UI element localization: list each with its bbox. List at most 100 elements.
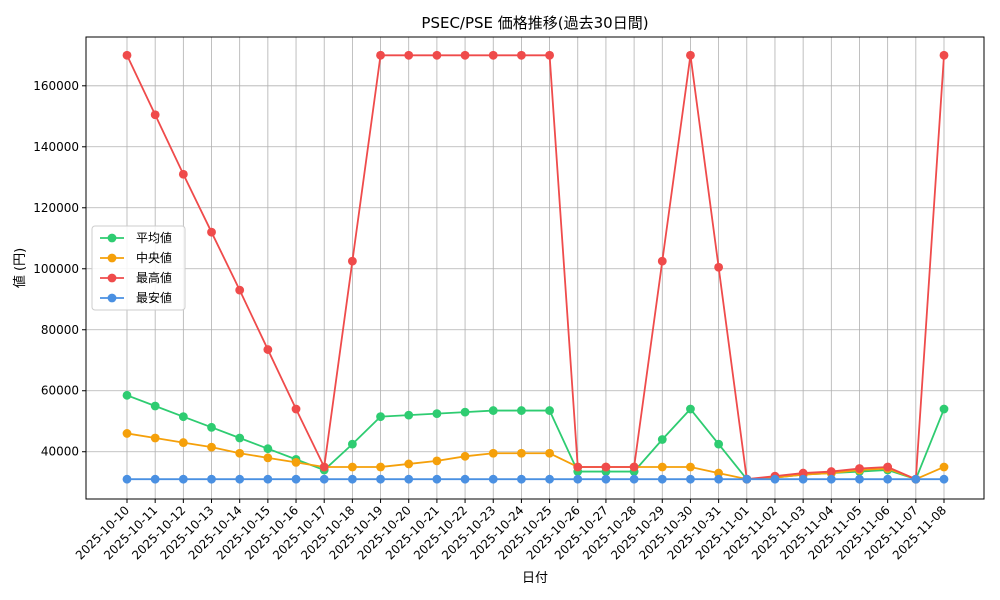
data-point <box>601 462 611 472</box>
data-point <box>178 169 188 179</box>
y-tick-label: 140000 <box>33 140 79 154</box>
data-point <box>207 422 216 432</box>
data-point <box>376 474 385 484</box>
data-point <box>657 474 667 484</box>
data-point <box>657 462 667 472</box>
data-point <box>291 404 301 414</box>
plot-frame <box>85 36 985 500</box>
data-point <box>122 429 132 438</box>
data-point <box>347 462 357 472</box>
data-point <box>460 474 470 484</box>
data-point <box>235 433 245 443</box>
series-2 <box>122 50 949 484</box>
data-point <box>432 456 442 466</box>
data-point <box>291 458 301 467</box>
y-tick-label: 40000 <box>41 445 79 459</box>
data-point <box>545 406 554 415</box>
series-line <box>126 394 945 481</box>
y-tick-label: 60000 <box>41 384 79 398</box>
data-point <box>178 474 188 484</box>
data-point <box>263 345 273 354</box>
data-point <box>855 464 864 473</box>
series-line <box>126 54 945 481</box>
data-point <box>488 50 498 60</box>
data-point <box>939 462 949 472</box>
data-point <box>657 435 667 444</box>
data-point <box>517 50 526 60</box>
legend-box <box>91 225 186 311</box>
data-point <box>207 227 216 237</box>
data-point <box>855 474 864 484</box>
y-tick-label: 160000 <box>33 79 79 93</box>
data-point <box>432 409 442 419</box>
series-0 <box>122 390 949 484</box>
data-point <box>911 474 921 484</box>
series-3 <box>122 474 949 484</box>
y-tick-label: 100000 <box>33 262 79 276</box>
y-tick-label: 80000 <box>41 323 79 337</box>
data-point <box>122 50 132 60</box>
data-point <box>376 412 385 422</box>
data-point <box>122 474 132 484</box>
data-point <box>207 442 216 452</box>
data-point <box>573 474 583 484</box>
data-point <box>235 285 245 295</box>
data-point <box>150 474 160 484</box>
data-point <box>517 406 526 415</box>
data-point <box>235 474 245 484</box>
x-axis-ticks: 2025-10-102025-10-112025-10-122025-10-13… <box>73 499 949 562</box>
data-point <box>207 474 216 484</box>
data-point <box>376 50 385 60</box>
data-point <box>263 474 273 484</box>
data-point <box>150 433 160 443</box>
legend-entry: 中央値 <box>136 250 172 265</box>
data-point <box>347 256 357 266</box>
data-point <box>235 448 245 458</box>
data-point <box>826 474 836 484</box>
y-axis-label: 値 (円) <box>12 248 28 288</box>
x-axis-label: 日付 <box>522 571 548 586</box>
data-point <box>319 462 329 472</box>
data-point <box>545 448 554 458</box>
data-point <box>883 474 893 484</box>
data-point <box>404 50 414 60</box>
data-point <box>263 453 273 463</box>
series-line <box>126 432 945 481</box>
data-point <box>150 110 160 120</box>
data-point <box>686 50 695 60</box>
data-point <box>460 407 470 417</box>
data-point <box>686 474 695 484</box>
data-point <box>826 467 836 476</box>
data-point <box>714 468 724 478</box>
data-point <box>714 474 724 484</box>
data-point <box>460 50 470 60</box>
data-point <box>601 474 611 484</box>
data-point <box>404 459 414 469</box>
data-point <box>629 462 639 472</box>
data-point <box>150 401 160 411</box>
y-axis-ticks: 40000 60000 80000 100000 120000 140000 160000 <box>33 79 86 459</box>
data-point <box>686 462 695 472</box>
legend-entry: 最高値 <box>136 270 172 285</box>
data-point <box>460 451 470 461</box>
legend-marker <box>107 273 117 283</box>
data-point <box>742 474 752 484</box>
data-point <box>798 474 808 484</box>
chart-title: PSEC/PSE 価格推移(過去30日間) <box>421 14 648 32</box>
data-point <box>714 262 724 272</box>
data-point <box>488 448 498 458</box>
data-point <box>798 468 808 478</box>
data-point <box>263 444 273 454</box>
legend-marker <box>107 253 117 263</box>
data-point <box>488 474 498 484</box>
legend-entry: 最安値 <box>136 290 172 305</box>
y-tick-label: 120000 <box>33 201 79 215</box>
data-point <box>573 462 583 472</box>
grid <box>86 37 984 499</box>
data-point <box>939 50 949 60</box>
data-point <box>686 404 695 414</box>
data-point <box>939 404 949 414</box>
